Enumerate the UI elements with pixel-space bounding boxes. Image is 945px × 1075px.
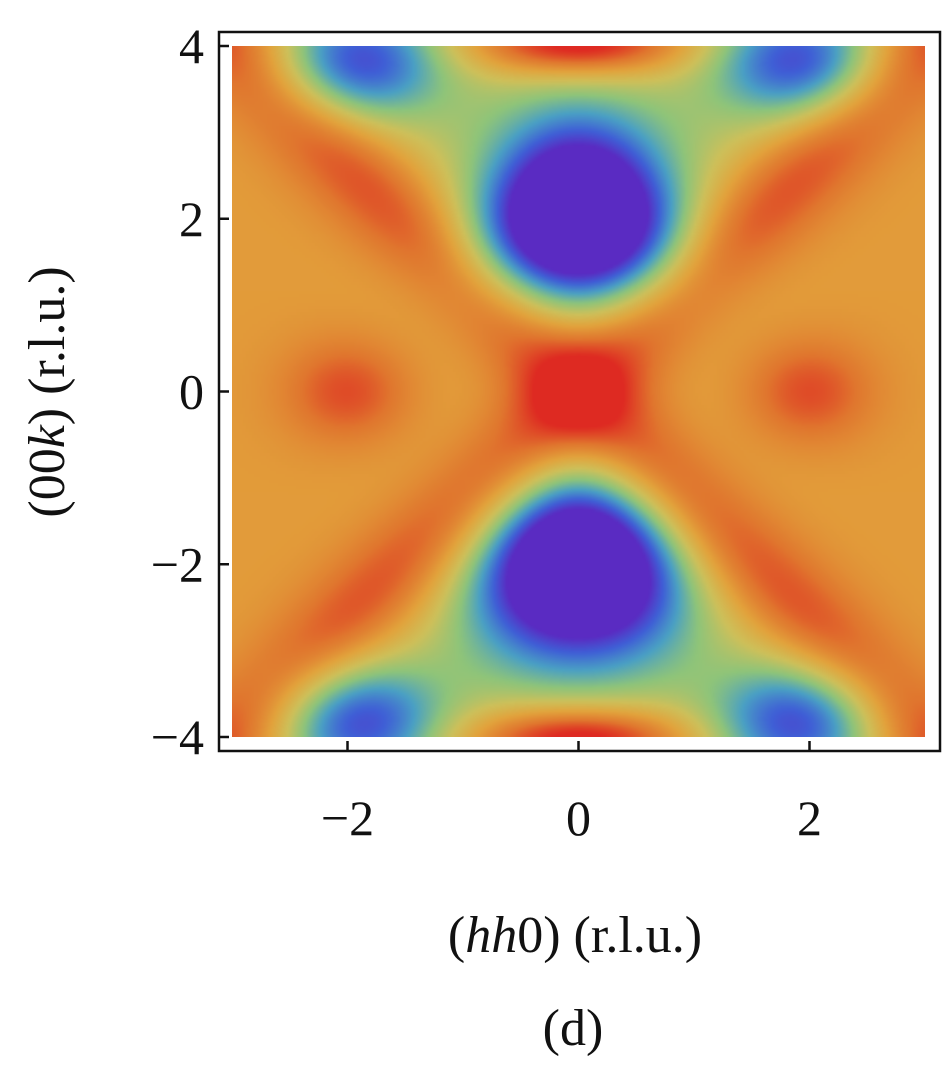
x-tick-label: 0 xyxy=(566,790,591,846)
y-axis-label: (00k) (r.l.u.) xyxy=(19,266,76,517)
x-tick-label: −2 xyxy=(321,790,374,846)
y-tick-label: 0 xyxy=(179,364,204,420)
panel-label: (d) xyxy=(543,1000,604,1057)
y-tick-label: −2 xyxy=(151,536,204,592)
heatmap-image xyxy=(232,46,925,737)
x-axis-ticks: −2 0 2 xyxy=(321,741,822,846)
heatmap-plot-area xyxy=(217,30,942,753)
x-axis-label: (hh0) (r.l.u.) xyxy=(448,907,702,964)
x-tick-label: 2 xyxy=(797,790,822,846)
y-tick-label: 4 xyxy=(179,18,204,74)
y-tick-label: 2 xyxy=(179,191,204,247)
y-tick-label: −4 xyxy=(151,709,204,765)
y-axis-ticks: −4 −2 0 2 4 xyxy=(151,18,229,765)
